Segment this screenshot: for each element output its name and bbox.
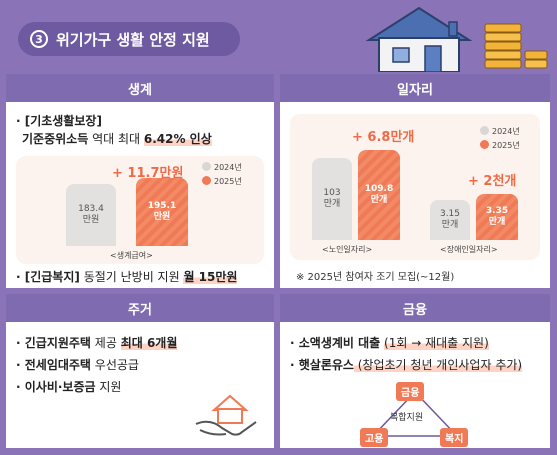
living-increase-label: + 11.7만원 <box>112 166 184 181</box>
tri-center-label: 복합지원 <box>390 413 424 423</box>
living-item2: · [긴급복지] 동절기 난방비 지원 월 15만원 <box>16 270 238 284</box>
legend-2024: 2024년 <box>202 162 242 173</box>
living-axis-label: <생계급여> <box>110 251 153 260</box>
housing-item2: · 전세임대주택 우선공급 <box>16 358 139 372</box>
living-item1-text: 기준중위소득 역대 최대 6.42% 인상 <box>22 132 212 146</box>
jobs-increase-senior: + 6.8만개 <box>352 130 415 145</box>
living-chart: + 11.7만원 2024년 2025년 183.4 만원 195.1 만원 <생계… <box>16 156 264 264</box>
housing-item1: · 긴급지원주택 제공 최대 6개월 <box>16 336 178 350</box>
bar-living-2025: 195.1 만원 <box>136 178 188 246</box>
jobs-axis-disabled: <장애인일자리> <box>440 245 498 254</box>
living-heading: 생계 <box>6 74 274 102</box>
bar-senior-2025: 109.8 만개 <box>358 150 400 240</box>
tri-right-label: 복지 <box>440 428 469 447</box>
jobs-panel: 일자리 + 6.8만개 2024년 2025년 103 만개 109.8 만개 <노… <box>280 74 550 288</box>
jobs-legend-2025: 2025년 <box>480 140 520 151</box>
jobs-legend: 2024년 2025년 <box>480 126 520 151</box>
bar-disabled-2024: 3.15 만개 <box>430 200 470 240</box>
jobs-increase-disabled: + 2천개 <box>468 174 517 189</box>
jobs-chart: + 6.8만개 2024년 2025년 103 만개 109.8 만개 <노인일자리… <box>290 114 540 260</box>
housing-heading: 주거 <box>6 294 274 322</box>
living-legend: 2024년 2025년 <box>202 162 242 187</box>
housing-item3: · 이사비·보증금 지원 <box>16 380 122 394</box>
finance-heading: 금융 <box>280 294 550 322</box>
legend-2025: 2025년 <box>202 176 242 187</box>
tri-top-label: 금융 <box>396 382 425 401</box>
handshake-house-icon <box>195 394 257 436</box>
finance-item1: · 소액생계비 대출 (1회 → 재대출 지원) <box>290 336 489 350</box>
finance-panel: 금융 · 소액생계비 대출 (1회 → 재대출 지원) · 햇살론유스 (창업초… <box>280 294 550 448</box>
jobs-legend-2024: 2024년 <box>480 126 520 137</box>
housing-panel: 주거 · 긴급지원주택 제공 최대 6개월 · 전세임대주택 우선공급 · 이사… <box>6 294 274 448</box>
tri-left-label: 고용 <box>360 428 389 447</box>
title-text: 위기가구 생활 안정 지원 <box>56 30 210 49</box>
bar-senior-2024: 103 만개 <box>312 158 352 240</box>
jobs-heading: 일자리 <box>280 74 550 102</box>
bar-disabled-2025: 3.35 만개 <box>476 194 518 240</box>
bar-living-2024: 183.4 만원 <box>66 184 116 246</box>
jobs-axis-senior: <노인일자리> <box>322 245 373 254</box>
triangle-diagram <box>371 390 459 437</box>
jobs-note: ※ 2025년 참여자 조기 모집(~12월) <box>296 272 455 283</box>
page-title: 3 위기가구 생활 안정 지원 <box>18 22 240 56</box>
finance-item2: · 햇살론유스 (창업초기 청년 개인사업자 추가) <box>290 358 523 372</box>
house-coins-illustration <box>365 6 548 72</box>
section-number: 3 <box>30 30 48 48</box>
living-panel: 생계 · [기초생활보장] 기준중위소득 역대 최대 6.42% 인상 + 11… <box>6 74 274 288</box>
living-item1-title: · [기초생활보장] <box>16 114 102 128</box>
